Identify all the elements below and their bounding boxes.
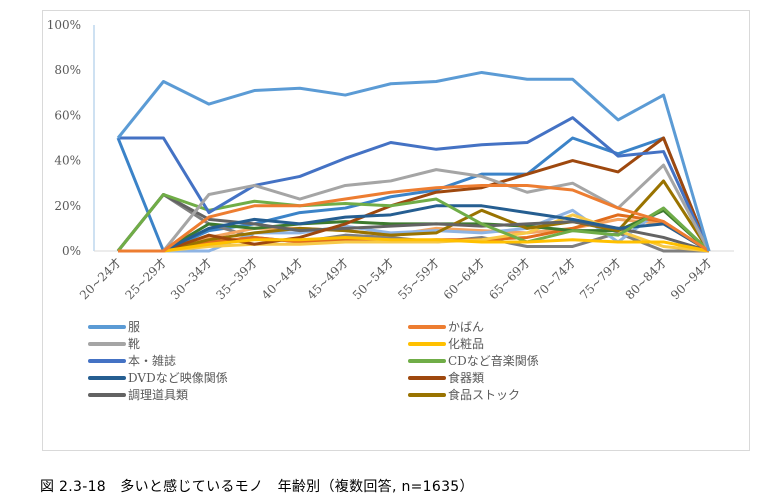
legend-label: 化粧品 [448, 337, 485, 351]
figure-caption: 図 2.3-18 多いと感じているモノ 年齢別（複数回答, n=1635） [40, 479, 474, 495]
y-tick-label: 100% [47, 18, 81, 32]
legend-item: 靴 [88, 335, 140, 352]
series-line-食品ストック [118, 179, 711, 253]
x-tick-label: 80~84才 [623, 255, 670, 302]
y-tick-label: 20% [54, 199, 81, 213]
series-line-本・雑誌 [118, 116, 711, 252]
series-line-DVDなど映像関係 [118, 204, 710, 253]
legend-item: 服 [88, 318, 140, 335]
legend-swatch [88, 324, 126, 329]
x-tick-label: 40~44才 [259, 255, 306, 302]
legend-swatch [408, 341, 446, 346]
y-tick-label: 80% [54, 63, 81, 77]
legend-item: かばん [408, 318, 484, 335]
legend-item: 化粧品 [408, 335, 484, 352]
legend-item: 食器類 [408, 369, 484, 386]
legend-swatch [408, 375, 446, 380]
line-chart: 0% 20% 40% 60% 80% 100% 20~24才25~29才30~34才35~… [47, 18, 734, 302]
series-line-服 [116, 70, 711, 252]
series-line-unlabeled-13 [118, 206, 711, 253]
x-tick-label: 20~24才 [77, 255, 124, 302]
legend-item: 調理道具類 [88, 386, 188, 403]
legend-swatch [88, 375, 126, 380]
x-tick-label: 25~29才 [122, 255, 169, 302]
x-tick-label: 65~69才 [486, 255, 533, 302]
legend-swatch [88, 392, 126, 397]
legend-label: 靴 [128, 337, 141, 351]
y-tick-label: 40% [54, 154, 81, 168]
series-line-食器類 [118, 136, 711, 253]
x-tick-label: 50~54才 [350, 255, 397, 302]
series-lines [116, 70, 711, 253]
legend-label: DVDなど映像関係 [128, 371, 228, 385]
x-tick-label: 90~94才 [668, 255, 715, 302]
x-tick-label: 35~39才 [213, 255, 260, 302]
legend-swatch [408, 358, 446, 363]
y-tick-labels: 0% 20% 40% 60% 80% 100% [47, 18, 81, 258]
legend-item: 食品ストック [408, 386, 520, 403]
x-tick-label: 45~49才 [304, 255, 351, 302]
legend-label: かばん [448, 320, 485, 334]
x-tick-label: 55~59才 [395, 255, 442, 302]
legend-swatch [88, 341, 126, 346]
legend-label: CDなど音楽関係 [448, 354, 539, 368]
legend-label: 調理道具類 [128, 388, 189, 402]
x-tick-label: 75~79才 [577, 255, 624, 302]
legend-item: 本・雑誌 [88, 352, 176, 369]
legend-label: 服 [128, 320, 141, 334]
legend-item: CDなど音楽関係 [408, 352, 539, 369]
legend-swatch [88, 358, 126, 363]
series-line-化粧品 [118, 235, 710, 253]
legend-item: DVDなど映像関係 [88, 369, 228, 386]
series-line-かばん [118, 183, 710, 253]
x-tick-label: 30~34才 [168, 255, 215, 302]
legend-label: 食品ストック [448, 388, 521, 402]
legend-label: 本・雑誌 [128, 354, 177, 368]
chart-frame: 0% 20% 40% 60% 80% 100% 20~24才 25~29才 30~34才 35~… [42, 10, 750, 451]
x-tick-label: 70~74才 [532, 255, 579, 302]
y-tick-label: 0% [62, 244, 81, 258]
legend-label: 食器類 [448, 371, 485, 385]
y-tick-label: 60% [54, 108, 81, 122]
x-tick-labels: 20~24才25~29才30~34才35~39才40~44才45~49才50~5… [77, 255, 715, 302]
legend-swatch [408, 392, 446, 397]
x-tick-label: 60~64才 [441, 255, 488, 302]
legend-swatch [408, 324, 446, 329]
